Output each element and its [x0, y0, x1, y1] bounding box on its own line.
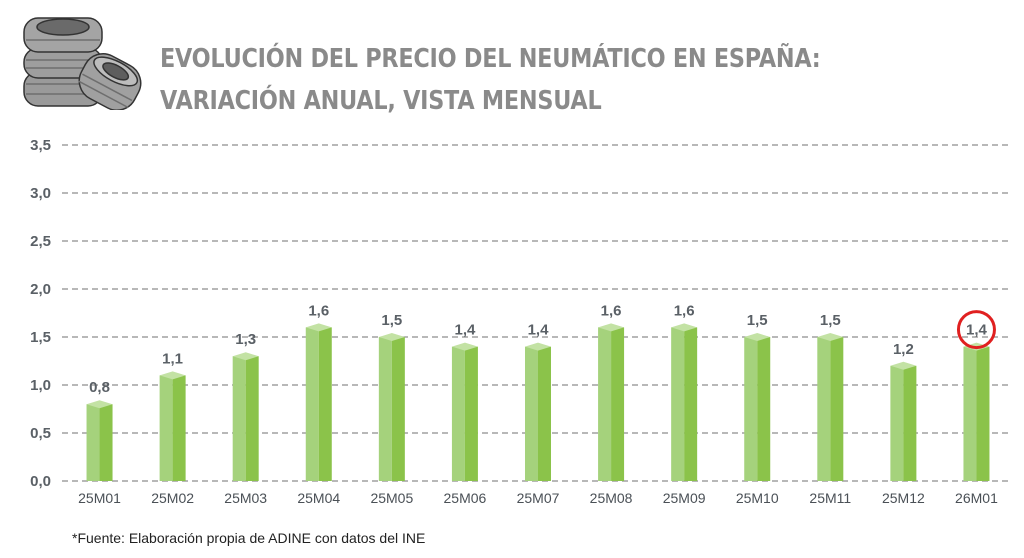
- x-tick-label: 25M10: [736, 490, 779, 506]
- bar-top: [744, 333, 771, 341]
- bar-top: [305, 323, 332, 332]
- bar-face-right: [830, 337, 844, 481]
- bar-face-right: [611, 327, 625, 481]
- bar-face-left: [598, 327, 612, 481]
- data-label: 1,1: [162, 350, 183, 367]
- bar-top: [378, 333, 405, 341]
- data-label: 1,4: [528, 322, 550, 339]
- data-label: 1,4: [454, 322, 476, 339]
- bar-face-right: [318, 327, 332, 481]
- x-axis: 25M01 25M02 25M03 25M04 25M05 25M06 25M07 25M08…: [78, 490, 998, 506]
- bar-top: [86, 400, 113, 409]
- y-tick-label: 1,5: [30, 329, 51, 346]
- bar-face-right: [464, 346, 478, 481]
- bar-face-left: [890, 365, 904, 481]
- bar-top: [451, 342, 478, 351]
- y-axis: 0,0 0,5 1,0 1,5 2,0 2,5 3,0 3,5: [30, 137, 51, 490]
- bar-25M04: 1,6: [305, 302, 332, 481]
- bar-25M10: 1,5: [744, 312, 771, 481]
- bars: 0,8 1,1 1,3 1,6 1,5 1,4 1,4 1,6 1,6 1,5 1,5 1,2 1,4: [86, 302, 996, 481]
- bar-face-right: [976, 346, 990, 481]
- x-tick-label: 25M01: [78, 490, 121, 506]
- data-label: 1,6: [601, 302, 622, 319]
- bar-25M08: 1,6: [598, 302, 625, 481]
- tire-stack-icon: [23, 17, 142, 110]
- data-label: 1,5: [381, 312, 402, 329]
- bar-top: [817, 333, 844, 341]
- bar-25M06: 1,4: [451, 322, 478, 481]
- bar-face-left: [159, 375, 173, 481]
- y-tick-label: 1,0: [30, 377, 51, 394]
- bar-face-right: [538, 346, 551, 481]
- data-label: 1,5: [820, 312, 841, 329]
- bar-face-right: [172, 375, 186, 481]
- x-tick-label: 25M11: [809, 490, 851, 506]
- source-note: *Fuente: Elaboración propia de ADINE con…: [72, 530, 426, 546]
- bar-face-right: [245, 356, 259, 481]
- bar-top: [598, 323, 625, 332]
- chart-title-line2: VARIACIÓN ANUAL, VISTA MENSUAL: [160, 86, 602, 116]
- bar-face-left: [744, 337, 758, 481]
- data-label: 1,6: [308, 302, 329, 319]
- chart-title-line1: EVOLUCIÓN DEL PRECIO DEL NEUMÁTICO EN ES…: [160, 44, 821, 74]
- bar-top: [890, 361, 917, 370]
- bar-face-left: [378, 337, 392, 481]
- bar-26M01: 1,4: [956, 310, 996, 481]
- y-tick-label: 3,5: [30, 137, 51, 154]
- x-tick-label: 25M03: [224, 490, 267, 506]
- data-label: 1,3: [235, 331, 256, 348]
- bar-face-right: [99, 404, 113, 481]
- x-tick-label: 25M06: [444, 490, 487, 506]
- data-label: 1,6: [674, 302, 695, 319]
- bar-25M03: 1,3: [232, 331, 259, 481]
- bar-face-left: [671, 327, 685, 481]
- y-tick-label: 0,0: [30, 473, 51, 490]
- data-label: 1,5: [747, 312, 768, 329]
- y-tick-label: 2,5: [30, 233, 51, 250]
- bar-25M09: 1,6: [671, 302, 698, 481]
- bar-face-right: [903, 365, 917, 481]
- bar-25M11: 1,5: [817, 312, 844, 481]
- bar-face-left: [817, 337, 831, 481]
- y-tick-label: 2,0: [30, 281, 51, 298]
- x-tick-label: 25M04: [297, 490, 340, 506]
- bar-face-left: [86, 404, 100, 481]
- bar-25M07: 1,4: [525, 322, 551, 481]
- bar-top: [525, 342, 551, 351]
- bar-25M01: 0,8: [86, 379, 113, 481]
- bar-top: [671, 323, 698, 332]
- highlight-circle: [956, 310, 996, 350]
- bar-25M12: 1,2: [890, 341, 917, 481]
- x-tick-label: 25M08: [590, 490, 633, 506]
- bar-face-left: [451, 346, 465, 481]
- bar-face-right: [757, 337, 771, 481]
- bar-face-left: [525, 346, 538, 481]
- bar-25M05: 1,5: [378, 312, 405, 481]
- bar-face-right: [684, 327, 698, 481]
- chart-title: EVOLUCIÓN DEL PRECIO DEL NEUMÁTICO EN ES…: [160, 38, 821, 122]
- data-label: 1,4: [966, 322, 988, 339]
- x-tick-label: 25M12: [882, 490, 925, 506]
- bar-top: [232, 352, 259, 361]
- x-tick-label: 25M07: [517, 490, 560, 506]
- data-label: 0,8: [89, 379, 110, 396]
- bar-face-left: [963, 346, 977, 481]
- data-label: 1,2: [893, 341, 914, 358]
- x-tick-label: 25M02: [151, 490, 194, 506]
- x-tick-label: 25M09: [663, 490, 706, 506]
- bar-face-right: [391, 337, 405, 481]
- bar-25M02: 1,1: [159, 350, 186, 481]
- x-tick-label: 25M05: [370, 490, 413, 506]
- x-tick-label: 26M01: [955, 490, 998, 506]
- y-tick-label: 3,0: [30, 185, 51, 202]
- bar-face-left: [305, 327, 319, 481]
- bar-face-left: [232, 356, 246, 481]
- y-tick-label: 0,5: [30, 425, 51, 442]
- bar-top: [159, 371, 186, 380]
